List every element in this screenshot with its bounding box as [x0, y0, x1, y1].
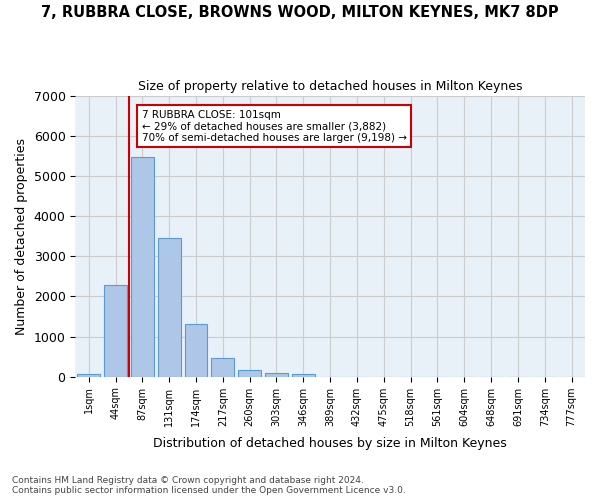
- Bar: [104, 285, 127, 376]
- Bar: [131, 156, 154, 376]
- X-axis label: Distribution of detached houses by size in Milton Keynes: Distribution of detached houses by size …: [153, 437, 507, 450]
- Bar: [77, 374, 100, 376]
- Text: 7, RUBBRA CLOSE, BROWNS WOOD, MILTON KEYNES, MK7 8DP: 7, RUBBRA CLOSE, BROWNS WOOD, MILTON KEY…: [41, 5, 559, 20]
- Bar: [185, 324, 208, 376]
- Bar: [292, 374, 315, 376]
- Y-axis label: Number of detached properties: Number of detached properties: [15, 138, 28, 334]
- Text: 7 RUBBRA CLOSE: 101sqm
← 29% of detached houses are smaller (3,882)
70% of semi-: 7 RUBBRA CLOSE: 101sqm ← 29% of detached…: [142, 110, 407, 143]
- Text: Contains HM Land Registry data © Crown copyright and database right 2024.
Contai: Contains HM Land Registry data © Crown c…: [12, 476, 406, 495]
- Bar: [211, 358, 234, 376]
- Bar: [265, 373, 288, 376]
- Title: Size of property relative to detached houses in Milton Keynes: Size of property relative to detached ho…: [138, 80, 523, 93]
- Bar: [238, 370, 261, 376]
- Bar: [158, 238, 181, 376]
